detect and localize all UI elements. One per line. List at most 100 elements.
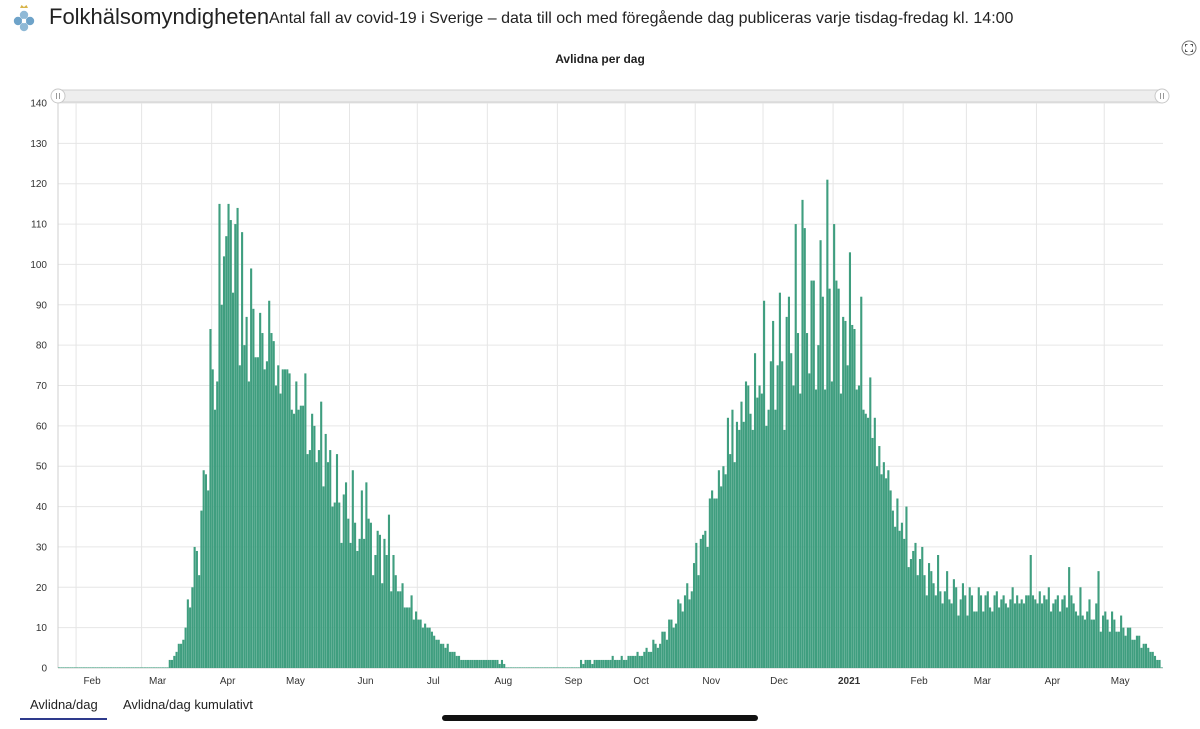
- app-header: Folkhälsomyndigheten Antal fall av covid…: [0, 0, 1200, 40]
- bar: [1074, 611, 1077, 668]
- bar-series: [58, 179, 1163, 669]
- crown-clover-logo-icon: [13, 5, 35, 32]
- range-slider-left-handle[interactable]: [50, 88, 66, 104]
- bar: [1151, 651, 1154, 668]
- bar: [1126, 627, 1129, 668]
- bar: [385, 555, 388, 668]
- bar: [130, 667, 133, 668]
- bar: [982, 611, 985, 668]
- bar: [177, 643, 180, 668]
- bar: [76, 667, 79, 668]
- bar: [1095, 603, 1098, 668]
- bar: [989, 607, 992, 668]
- bar: [216, 381, 219, 668]
- bar: [107, 667, 110, 668]
- x-tick-label: Mar: [149, 676, 167, 687]
- bar: [720, 486, 723, 668]
- range-slider-right-handle[interactable]: [1154, 88, 1170, 104]
- bar: [964, 595, 967, 668]
- bar: [799, 393, 802, 668]
- bar: [277, 365, 280, 668]
- bar: [369, 522, 372, 668]
- bar: [161, 667, 165, 668]
- bar: [851, 324, 854, 668]
- bar: [128, 667, 131, 668]
- bar: [457, 655, 461, 668]
- bar: [731, 409, 734, 668]
- bar: [297, 409, 300, 668]
- bar: [139, 667, 142, 668]
- bar: [342, 494, 345, 668]
- bar: [898, 530, 901, 668]
- tab-deaths-per-day[interactable]: Avlidna/dag: [30, 697, 98, 712]
- bar: [191, 587, 194, 668]
- tab-deaths-cumulative[interactable]: Avlidna/dag kumulativt: [123, 697, 253, 712]
- bar: [650, 651, 653, 668]
- bar: [234, 224, 237, 668]
- x-tick-label: 2021: [838, 676, 861, 687]
- bar: [365, 482, 368, 668]
- bar: [882, 462, 885, 668]
- bar: [744, 381, 748, 668]
- bar: [876, 466, 879, 668]
- bar: [1113, 619, 1116, 668]
- bar: [412, 619, 415, 668]
- bar: [363, 538, 366, 668]
- bar: [683, 595, 687, 668]
- range-slider-track[interactable]: [55, 89, 1165, 103]
- x-tick-label: Dec: [770, 676, 788, 687]
- bar: [62, 667, 65, 668]
- bar: [209, 329, 212, 668]
- bar: [430, 631, 433, 668]
- bar: [1101, 615, 1105, 668]
- home-indicator[interactable]: [442, 715, 758, 721]
- bar: [254, 357, 257, 668]
- bar: [706, 546, 709, 668]
- bar: [186, 599, 189, 668]
- range-slider[interactable]: [50, 88, 1170, 104]
- bar: [415, 611, 418, 668]
- bar: [1147, 647, 1150, 668]
- bar: [921, 546, 924, 668]
- bar: [245, 316, 248, 668]
- bar: [826, 179, 829, 668]
- bar: [60, 667, 63, 668]
- bar: [134, 667, 137, 668]
- bar: [340, 542, 343, 668]
- bar: [268, 300, 271, 668]
- bar: [767, 409, 770, 668]
- bar: [383, 538, 386, 668]
- bar: [399, 591, 402, 668]
- bar: [396, 591, 400, 668]
- bar: [317, 450, 320, 668]
- bar: [69, 667, 72, 668]
- bar: [625, 659, 628, 668]
- bar: [909, 559, 913, 668]
- bar: [358, 538, 361, 668]
- bar: [659, 643, 662, 668]
- bar: [943, 591, 946, 668]
- bar: [157, 667, 160, 668]
- bar: [591, 663, 594, 668]
- bar: [925, 595, 928, 668]
- fullscreen-expand-icon[interactable]: [1181, 40, 1197, 56]
- bar: [787, 296, 790, 668]
- bar: [860, 296, 863, 668]
- bar: [839, 393, 842, 668]
- bar: [428, 627, 431, 668]
- bar: [290, 409, 293, 668]
- bar: [927, 563, 931, 668]
- bar: [123, 667, 126, 668]
- y-tick-label: 0: [41, 664, 47, 675]
- bar: [1022, 603, 1026, 668]
- bar: [986, 591, 989, 668]
- bar: [1016, 595, 1019, 668]
- bar: [790, 353, 793, 668]
- bar: [213, 409, 217, 668]
- bar: [564, 667, 567, 668]
- bar: [641, 655, 644, 668]
- bar: [833, 224, 836, 668]
- bar: [424, 623, 427, 668]
- bar: [1144, 643, 1148, 668]
- bar: [765, 425, 768, 668]
